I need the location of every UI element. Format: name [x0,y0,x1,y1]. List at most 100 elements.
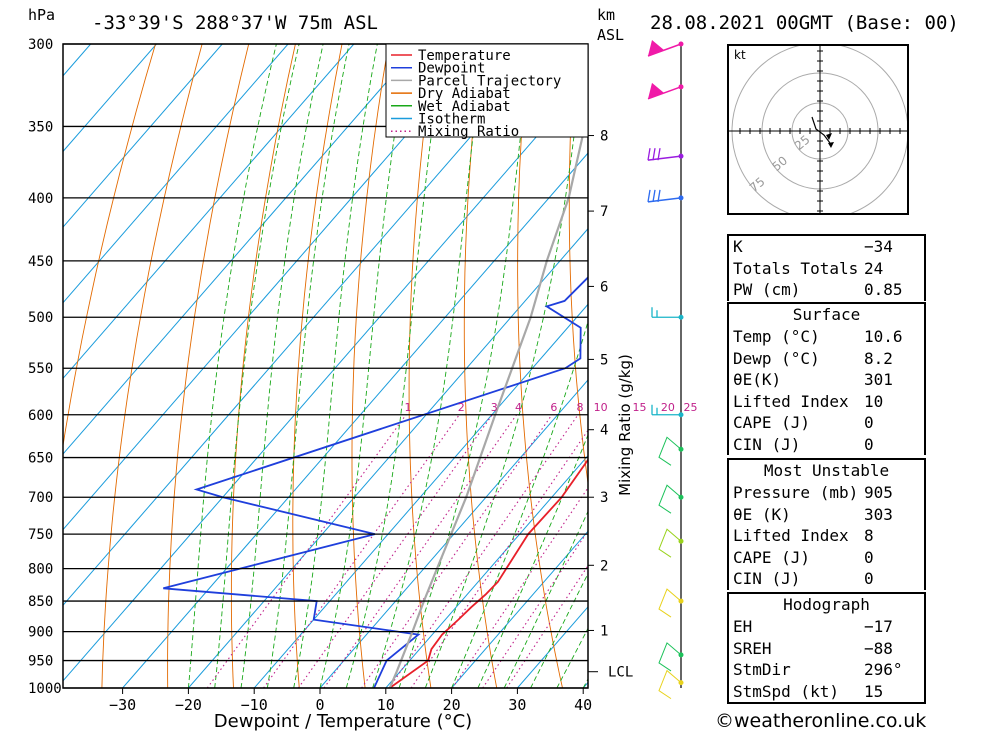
pressure-tick-label: 1000 [28,681,62,697]
temperature-tick-label: 30 [508,696,526,714]
legend-label: Parcel Trajectory [418,73,561,89]
storm-motion-marker [826,133,832,140]
table-row: PW (cm) 0.85 [729,279,924,301]
table-row: Pressure (mb) 905 [729,482,924,504]
row-label: StmDir [733,660,791,679]
pressure-tick-label: 550 [28,361,53,377]
row-value: 303 [864,504,893,524]
mixing-ratio-label: 25 [683,401,697,414]
mixing-ratio-line [323,414,517,688]
row-label: θE(K) [733,370,782,389]
pressure-tick-label: 350 [28,119,53,135]
wet-adiabat-line [187,44,277,688]
table-row: Dewp (°C) 8.2 [729,348,924,370]
table-row: Totals Totals 24 [729,258,924,280]
temperature-tick-label: −30 [109,696,136,714]
hodograph-panel: kt 25 50 75 [727,42,909,220]
row-value: −34 [864,237,893,256]
km-unit-label: km [597,6,616,24]
row-label: CIN (J) [733,434,801,454]
pressure-unit-label: hPa [28,6,56,24]
pressure-tick-label: 800 [28,562,53,578]
isotherm-line [63,44,421,455]
temperature-tick-label: 40 [574,696,592,714]
mixing-ratio-label: 1 [405,401,412,414]
isotherm-line [253,303,588,688]
row-value: 15 [864,681,884,701]
height-tick-label: 7 [600,204,608,220]
profile-parcel-trajectory [388,112,588,688]
mixing-ratio-label: 3 [491,401,498,414]
isotherm-line [319,379,588,688]
wet-adiabat-line [214,44,300,688]
wind-barb [647,82,684,100]
temperature-tick-label: 20 [443,696,461,714]
table-row: Temp (°C) 10.6 [729,326,924,348]
row-value: −88 [864,638,893,658]
mixing-ratio-line [361,414,553,688]
mixing-ratio-label: 8 [576,401,583,414]
wet-adiabat-line [240,44,324,688]
row-label: CIN (J) [733,569,801,588]
mixing-ratio-line [506,564,588,688]
dry-adiabat-line [408,44,436,688]
hodograph-table: Hodograph EH −17 SREH −88 StmDir 296° StmSpd (k… [727,592,926,704]
pressure-tick-label: 950 [28,654,53,670]
plot-frame [62,43,589,689]
mixing-ratio-label: 2 [458,401,465,414]
footer-credit[interactable]: ©weatheronline.co.uk [715,710,927,732]
height-tick-label: 1 [600,623,608,639]
wind-barb [651,404,684,418]
mixing-ratio-line [451,486,588,688]
pressure-tick-label: 400 [28,191,53,207]
table-title: Hodograph [783,595,870,614]
table-row: SREH −88 [729,638,924,660]
height-tick-label: 2 [600,558,608,574]
isotherm-line [122,152,588,688]
pressure-tick-label: 750 [28,527,53,543]
dry-adiabat-line [101,44,203,688]
profile-dewpoint [163,276,588,688]
table-title: Most Unstable [763,461,890,480]
dry-adiabat-line [517,44,563,688]
height-tick-label: 3 [600,490,608,506]
most-unstable-table: Most Unstable Pressure (mb) 905 θE (K) 303 Li… [727,458,926,590]
table-row: K −34 [729,236,924,258]
row-value: 10.6 [864,327,903,346]
hodograph-ring-label: 75 [747,174,768,195]
row-label: Lifted Index [733,526,849,545]
legend-label: Isotherm [418,112,485,128]
wet-adiabat-line [424,44,586,688]
pressure-tick-label: 850 [28,594,53,610]
wet-adiabat-line [530,572,588,688]
legend-label: Wet Adiabat [418,99,511,115]
table-row: CAPE (J) 0 [729,412,924,434]
row-value: −17 [864,617,893,636]
legend-label: Dewpoint [418,61,485,77]
x-axis-label: Dewpoint / Temperature (°C) [214,711,472,732]
wind-barb [658,436,684,466]
location-title: -33°39'S 288°37'W 75m ASL [92,12,378,34]
temperature-tick-label: −20 [175,696,202,714]
table-row: CIN (J) 0 [729,434,924,456]
isotherm-line [63,76,588,682]
table-row: θE(K) 301 [729,369,924,391]
height-tick-label: 5 [600,352,608,368]
mixing-ratio-line [297,414,493,688]
dry-adiabat-line [63,44,156,449]
wind-barb [658,588,684,618]
pressure-tick-label: 650 [28,451,53,467]
storm-motion-marker [828,142,834,148]
dry-adiabat-line [230,44,296,688]
isotherm-line [451,530,588,688]
mixing-ratio-label: 4 [515,401,522,414]
legend-label: Dry Adiabat [418,86,511,102]
dry-adiabat-line [948,44,1000,688]
row-value: 0 [864,569,874,588]
isotherm-line [63,44,486,531]
isotherm-line [385,454,588,688]
row-label: Totals Totals [733,258,859,278]
mixing-ratio-label: 6 [550,401,557,414]
mixing-ratio-label: 20 [661,401,675,414]
